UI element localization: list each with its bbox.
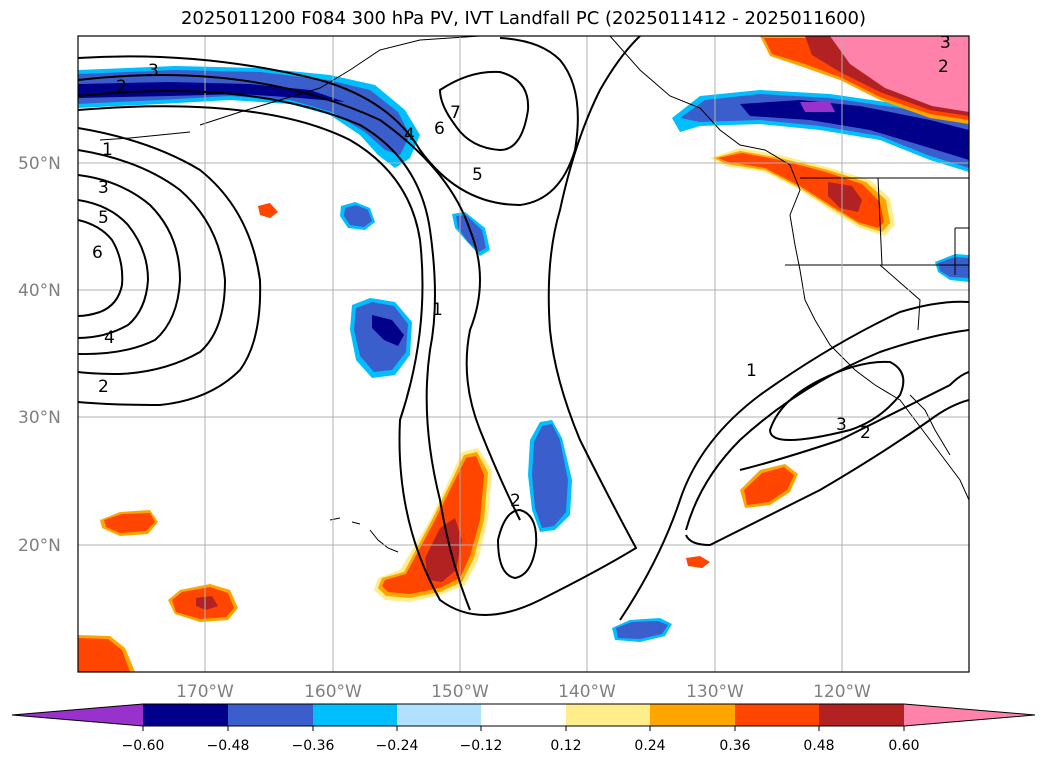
positive-pv-regions xyxy=(78,36,969,672)
contour-label: 1 xyxy=(746,361,757,381)
contour-label: 7 xyxy=(450,103,461,123)
contour-label: 3 xyxy=(98,178,109,198)
colorbar-segment xyxy=(904,704,1035,726)
colorbar-segment xyxy=(397,704,481,726)
colorbar-tick-label: −0.48 xyxy=(207,738,250,754)
map-content: 3 2 1 3 5 6 4 2 7 6 4 5 1 2 1 3 2 3 2 xyxy=(78,33,969,672)
colorbar-tick-label: −0.12 xyxy=(460,738,503,754)
colorbar-tick-label: −0.36 xyxy=(292,738,335,754)
lat-label-50n: 50°N xyxy=(18,154,61,174)
colorbar-segment xyxy=(735,704,819,726)
lon-label-130w: 130°W xyxy=(686,682,744,702)
contour-label: 3 xyxy=(836,415,847,435)
colorbar-segment xyxy=(143,704,228,726)
contour-labels: 3 2 1 3 5 6 4 2 7 6 4 5 1 2 1 3 2 3 2 xyxy=(92,33,951,511)
colorbar-segment xyxy=(819,704,904,726)
lon-label-170w: 170°W xyxy=(176,682,234,702)
contour-label: 2 xyxy=(510,491,521,511)
contour-label: 4 xyxy=(404,125,415,145)
contour-label: 5 xyxy=(98,208,109,228)
colorbar-tick-label: 0.60 xyxy=(888,738,919,754)
colorbar-segment xyxy=(566,704,650,726)
contour-label: 2 xyxy=(98,377,109,397)
coastlines xyxy=(99,36,969,553)
colorbar-segment xyxy=(228,704,313,726)
map-frame xyxy=(77,35,970,673)
latitude-labels: 50°N 40°N 30°N 20°N xyxy=(18,154,61,556)
longitude-labels: 170°W 160°W 150°W 140°W 130°W 120°W xyxy=(176,682,871,702)
colorbar-tick-label: −0.60 xyxy=(122,738,165,754)
colorbar-ticks xyxy=(142,726,905,731)
contour-label: 3 xyxy=(148,61,159,81)
contour-label: 4 xyxy=(104,328,115,348)
contour-label: 5 xyxy=(472,165,483,185)
contour-label: 6 xyxy=(434,119,445,139)
contour-label: 1 xyxy=(432,300,443,320)
lon-label-120w: 120°W xyxy=(813,682,871,702)
colorbar-segment xyxy=(12,704,143,726)
colorbar-tick-label: −0.24 xyxy=(376,738,419,754)
gridlines xyxy=(78,36,969,672)
lat-label-20n: 20°N xyxy=(18,536,61,556)
contour-label: 1 xyxy=(102,140,113,160)
colorbar-segment xyxy=(481,704,566,726)
colorbar-tick-label: 0.12 xyxy=(550,738,581,754)
map-title: 2025011200 F084 300 hPa PV, IVT Landfall… xyxy=(180,8,867,29)
lon-label-160w: 160°W xyxy=(304,682,362,702)
colorbar-segment xyxy=(313,704,397,726)
contour-label: 6 xyxy=(92,243,103,263)
colorbar-tick-label: 0.36 xyxy=(719,738,750,754)
lat-label-40n: 40°N xyxy=(18,281,61,301)
contour-label: 2 xyxy=(116,77,127,97)
colorbar-segment xyxy=(650,704,735,726)
contour-label: 3 xyxy=(940,33,951,53)
lon-label-150w: 150°W xyxy=(431,682,489,702)
colorbar: −0.60 −0.48 −0.36 −0.24 −0.12 0.12 0.24 … xyxy=(11,703,1036,754)
lon-label-140w: 140°W xyxy=(558,682,616,702)
lat-label-30n: 30°N xyxy=(18,408,61,428)
contour-label: 2 xyxy=(938,57,949,77)
colorbar-tick-label: 0.48 xyxy=(803,738,834,754)
contour-lines xyxy=(78,36,969,621)
contour-label: 2 xyxy=(860,423,871,443)
colorbar-tick-label: 0.24 xyxy=(634,738,665,754)
